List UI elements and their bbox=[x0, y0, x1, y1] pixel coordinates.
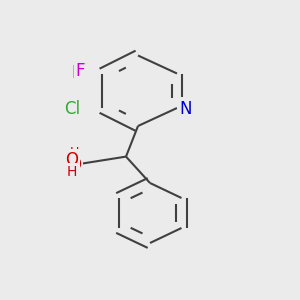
Text: H: H bbox=[70, 146, 79, 160]
Text: H: H bbox=[67, 165, 77, 178]
Text: Cl: Cl bbox=[61, 99, 77, 117]
Text: Cl: Cl bbox=[64, 100, 80, 118]
Text: N: N bbox=[179, 100, 192, 118]
Text: N: N bbox=[180, 99, 192, 117]
Text: F: F bbox=[76, 62, 85, 80]
Text: F: F bbox=[72, 64, 81, 82]
Text: O: O bbox=[65, 151, 79, 169]
Text: O: O bbox=[68, 156, 81, 174]
